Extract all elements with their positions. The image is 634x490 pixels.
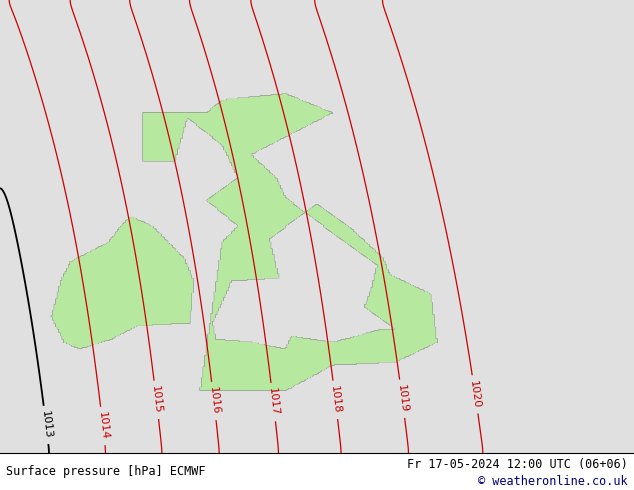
Text: 1018: 1018 — [329, 385, 342, 415]
Text: 1014: 1014 — [96, 412, 109, 441]
Text: 1013: 1013 — [39, 411, 53, 440]
Text: © weatheronline.co.uk: © weatheronline.co.uk — [478, 475, 628, 488]
Text: 1015: 1015 — [150, 386, 163, 415]
Text: 1020: 1020 — [469, 380, 482, 409]
Text: 1017: 1017 — [267, 388, 280, 416]
Text: 1019: 1019 — [396, 384, 409, 413]
Text: 1016: 1016 — [207, 387, 221, 416]
Text: Surface pressure [hPa] ECMWF: Surface pressure [hPa] ECMWF — [6, 465, 206, 478]
Text: Fr 17-05-2024 12:00 UTC (06+06): Fr 17-05-2024 12:00 UTC (06+06) — [407, 458, 628, 471]
